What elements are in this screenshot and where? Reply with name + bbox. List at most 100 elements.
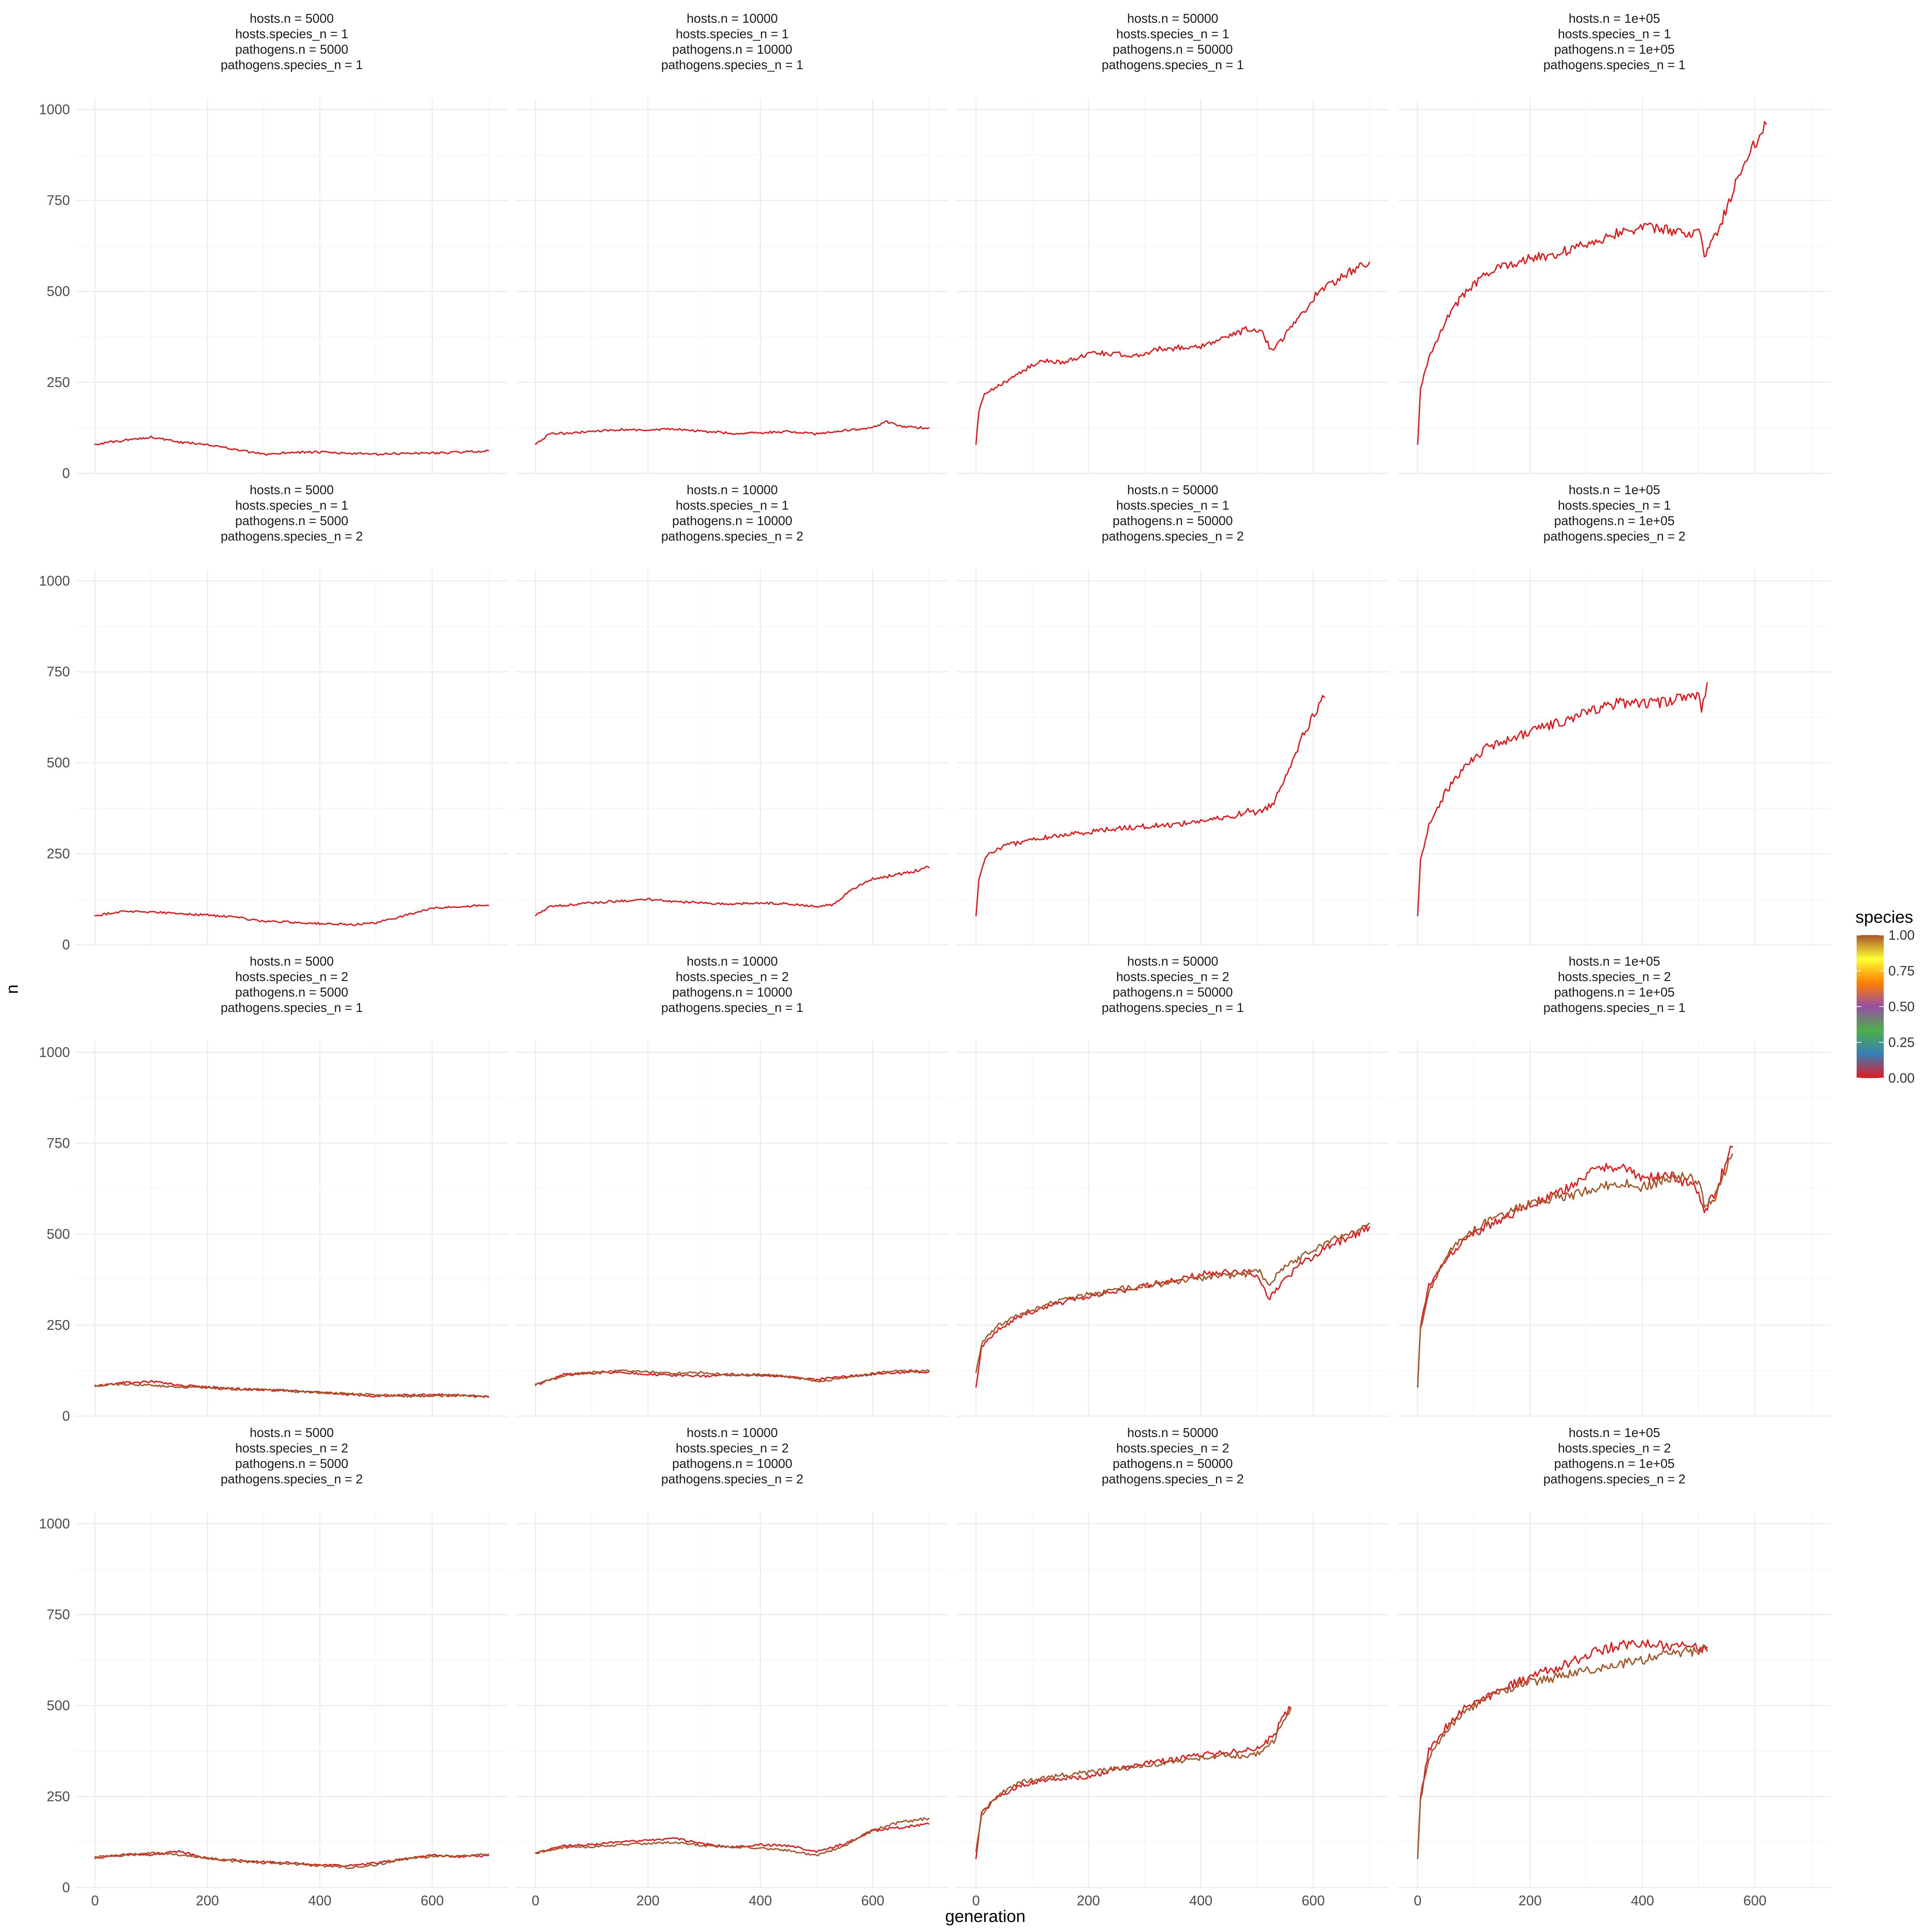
facet-strip-label: pathogens.species_n = 2 bbox=[1102, 529, 1244, 543]
y-tick-label: 750 bbox=[47, 1607, 70, 1622]
series-line-species-1 bbox=[975, 1223, 1370, 1373]
series-line-species-0 bbox=[975, 1225, 1370, 1388]
facet-strip-label: pathogens.species_n = 2 bbox=[221, 1472, 363, 1486]
colorbar-legend: species 0.00 0.25 0.50 0.75 1.00 bbox=[1855, 908, 1915, 1086]
y-tick-label: 0 bbox=[62, 1879, 70, 1895]
x-tick-label: 400 bbox=[1631, 1893, 1654, 1908]
facet-strip-label: pathogens.n = 1e+05 bbox=[1554, 514, 1675, 528]
series-line-species-0 bbox=[1417, 121, 1767, 445]
facet-strip-label: hosts.n = 10000 bbox=[687, 1425, 778, 1440]
series-line-species-0 bbox=[535, 866, 930, 917]
colorbar-tick-label: 1.00 bbox=[1888, 928, 1915, 943]
colorbar-tick-label: 0.25 bbox=[1888, 1035, 1915, 1050]
series-line-species-1 bbox=[94, 1383, 489, 1398]
facet-strip-label: pathogens.n = 10000 bbox=[672, 514, 792, 528]
facet-strip-label: pathogens.species_n = 2 bbox=[1543, 1472, 1685, 1486]
facet-strip-label: pathogens.species_n = 2 bbox=[1543, 529, 1685, 543]
facet-strip-label: hosts.species_n = 1 bbox=[1558, 27, 1671, 41]
y-tick-label: 1000 bbox=[39, 573, 70, 588]
facet-strip-label: hosts.species_n = 2 bbox=[1116, 969, 1230, 984]
colorbar-tick-label: 0.75 bbox=[1888, 964, 1915, 979]
facet-strip-label: pathogens.n = 5000 bbox=[235, 985, 349, 999]
facet-strip-label: pathogens.n = 1e+05 bbox=[1554, 42, 1675, 56]
facet-strip-label: hosts.species_n = 1 bbox=[235, 498, 349, 512]
y-tick-label: 1000 bbox=[39, 1515, 70, 1531]
facet-strip-label: pathogens.species_n = 1 bbox=[221, 58, 363, 72]
series-line-species-0 bbox=[1417, 1639, 1708, 1859]
facet-strip-label: hosts.n = 10000 bbox=[687, 954, 778, 968]
facet-strip-label: hosts.n = 10000 bbox=[687, 11, 778, 26]
y-tick-label: 0 bbox=[62, 1408, 70, 1424]
facet-strip-label: hosts.n = 10000 bbox=[687, 483, 778, 497]
facet-strip-label: pathogens.species_n = 1 bbox=[1543, 58, 1685, 72]
facet-strip-label: hosts.n = 50000 bbox=[1127, 11, 1218, 26]
facet-strip-label: hosts.n = 1e+05 bbox=[1569, 954, 1660, 968]
y-tick-label: 500 bbox=[47, 755, 70, 770]
colorbar-tick-label: 0.50 bbox=[1888, 999, 1915, 1014]
x-tick-label: 400 bbox=[1189, 1893, 1213, 1908]
series-line-species-0 bbox=[535, 420, 930, 445]
y-tick-label: 250 bbox=[47, 1317, 70, 1333]
facet-strip-label: hosts.species_n = 2 bbox=[676, 969, 789, 984]
facet-strip-label: pathogens.species_n = 1 bbox=[661, 58, 803, 72]
facet-strip-label: pathogens.n = 1e+05 bbox=[1554, 985, 1675, 999]
facet-strip-label: pathogens.species_n = 1 bbox=[1543, 1000, 1685, 1015]
series-line-species-0 bbox=[535, 1370, 930, 1386]
facet-strip-label: hosts.n = 5000 bbox=[250, 483, 333, 497]
facet-strip-label: pathogens.species_n = 2 bbox=[661, 529, 803, 543]
facet-strip-label: pathogens.n = 50000 bbox=[1112, 514, 1233, 528]
x-tick-label: 600 bbox=[861, 1893, 884, 1908]
y-tick-label: 250 bbox=[47, 374, 70, 390]
x-tick-label: 600 bbox=[1302, 1893, 1325, 1908]
series-line-species-0 bbox=[94, 1380, 489, 1398]
y-tick-label: 250 bbox=[47, 846, 70, 862]
facet-strip-label: pathogens.n = 5000 bbox=[235, 514, 349, 528]
y-tick-label: 0 bbox=[62, 937, 70, 952]
series-line-species-1 bbox=[975, 1707, 1292, 1852]
facet-strip-label: pathogens.species_n = 1 bbox=[1102, 58, 1244, 72]
y-tick-label: 500 bbox=[47, 283, 70, 299]
y-axis-title: n bbox=[3, 985, 22, 994]
series-line-species-1 bbox=[535, 1369, 930, 1385]
facet-strip-label: pathogens.n = 50000 bbox=[1112, 42, 1233, 56]
facet-strip-label: pathogens.species_n = 2 bbox=[221, 529, 363, 543]
y-tick-label: 750 bbox=[47, 192, 70, 208]
x-tick-label: 400 bbox=[749, 1893, 772, 1908]
legend-title: species bbox=[1855, 908, 1913, 927]
facet-strip-label: hosts.species_n = 1 bbox=[1116, 27, 1230, 41]
y-tick-label: 1000 bbox=[39, 101, 70, 117]
series-line-species-0 bbox=[975, 1706, 1292, 1859]
colorbar-tick-label: 0.00 bbox=[1888, 1071, 1915, 1086]
x-tick-label: 200 bbox=[196, 1893, 219, 1908]
x-tick-label: 0 bbox=[91, 1893, 99, 1908]
series-line-species-1 bbox=[1417, 1644, 1708, 1859]
facet-strip-label: hosts.species_n = 1 bbox=[1558, 498, 1671, 512]
facet-strip-label: hosts.n = 1e+05 bbox=[1569, 11, 1660, 26]
facet-strip-label: hosts.species_n = 1 bbox=[676, 498, 789, 512]
facet-strip-label: pathogens.species_n = 1 bbox=[1102, 1000, 1244, 1015]
y-tick-label: 750 bbox=[47, 1135, 70, 1151]
x-tick-label: 200 bbox=[636, 1893, 660, 1908]
series-line-species-0 bbox=[1417, 682, 1708, 917]
x-tick-label: 0 bbox=[1414, 1893, 1422, 1908]
facet-strip-label: hosts.n = 50000 bbox=[1127, 483, 1218, 497]
facet-strip-label: pathogens.species_n = 2 bbox=[1102, 1472, 1244, 1486]
series-line-species-0 bbox=[975, 695, 1325, 917]
facet-strip-label: hosts.species_n = 1 bbox=[1116, 498, 1230, 512]
x-tick-label: 600 bbox=[1743, 1893, 1767, 1908]
facet-strip-label: pathogens.n = 5000 bbox=[235, 42, 349, 56]
facet-strip-label: hosts.species_n = 2 bbox=[676, 1441, 789, 1455]
series-line-species-0 bbox=[1417, 1145, 1733, 1388]
facet-strip-label: hosts.n = 5000 bbox=[250, 11, 333, 26]
facet-strip-label: pathogens.species_n = 2 bbox=[661, 1472, 803, 1486]
